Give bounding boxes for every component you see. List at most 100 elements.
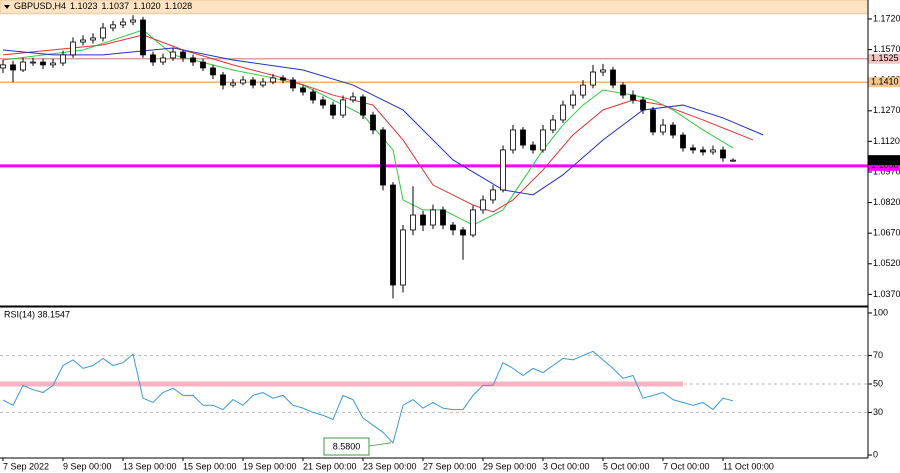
y-tick-label: 1.1570: [873, 44, 900, 54]
x-tick-label: 9 Sep 00:00: [63, 461, 112, 471]
candle-body: [390, 184, 396, 286]
candle-body: [240, 79, 246, 84]
moving-average: [2, 47, 764, 196]
annotation-box: [323, 437, 370, 456]
candle-body: [720, 149, 726, 159]
price-label-bg: [868, 155, 900, 166]
candle-body: [510, 129, 516, 151]
candle-body: [40, 61, 46, 66]
y-tick-label: 0: [873, 449, 878, 459]
annotation-leader: [368, 442, 392, 447]
candle-body: [490, 189, 496, 201]
candle-body: [640, 99, 646, 111]
ohlc-value: 1.1020: [133, 1, 161, 11]
candle-body: [370, 114, 376, 131]
candle-body: [620, 84, 626, 96]
candle-body: [470, 209, 476, 236]
y-tick-label: 1.0820: [873, 197, 900, 207]
candle-body: [90, 37, 96, 41]
price-label: 1.1028: [871, 155, 899, 165]
candle-body: [140, 19, 146, 56]
candle-body: [550, 119, 556, 131]
candle-body: [690, 147, 696, 151]
candle-body: [270, 77, 276, 83]
candle-body: [570, 94, 576, 106]
level-label-bg: [868, 77, 900, 88]
candle-body: [380, 129, 386, 186]
candle-body: [60, 54, 66, 64]
zone: [0, 0, 869, 15]
candle-body: [170, 51, 176, 59]
x-tick-label: 7 Sep 2022: [3, 461, 49, 471]
symbol: GBPUSD,H4: [14, 1, 66, 11]
candle-body: [400, 229, 406, 286]
x-tick-label: 11 Oct 00:00: [723, 461, 774, 471]
moving-average: [2, 34, 754, 213]
candle-body: [420, 214, 426, 226]
chart-header: GBPUSD,H4 1.1023 1.1037 1.1020 1.1028: [14, 1, 192, 11]
candle-body: [590, 71, 596, 86]
candle-body: [260, 81, 266, 86]
candle-body: [100, 27, 106, 39]
candle-body: [360, 96, 366, 116]
candle-body: [50, 62, 56, 66]
candle-body: [70, 41, 76, 56]
candle-body: [130, 19, 136, 23]
y-tick-label: 100: [873, 307, 888, 317]
candle-body: [540, 129, 546, 151]
y-tick-label: 50: [873, 378, 883, 388]
candle-body: [250, 79, 256, 86]
candle-body: [110, 24, 116, 29]
y-tick-label: 1.1720: [873, 13, 900, 23]
x-tick-label: 3 Oct 00:00: [543, 461, 590, 471]
candle-body: [210, 67, 216, 76]
y-tick-label: 1.0370: [873, 289, 900, 299]
candle-body: [630, 94, 636, 101]
candle-body: [280, 77, 286, 81]
menu-arrow: [4, 5, 10, 9]
candle-body: [660, 124, 666, 133]
level-label: 1.1525: [871, 53, 899, 63]
candle-body: [610, 69, 616, 86]
x-tick-label: 21 Sep 00:00: [303, 461, 357, 471]
candle-body: [650, 109, 656, 133]
level-label-bg: [868, 53, 900, 64]
candle-body: [350, 96, 356, 101]
candle-body: [600, 69, 606, 73]
x-tick-label: 27 Sep 00:00: [423, 461, 477, 471]
x-tick-label: 19 Sep 00:00: [243, 461, 297, 471]
x-tick-label: 15 Sep 00:00: [183, 461, 237, 471]
candle-body: [700, 149, 706, 153]
candle-body: [410, 214, 416, 231]
candle-body: [680, 134, 686, 149]
candle-body: [340, 99, 346, 116]
y-tick-label: 30: [873, 407, 883, 417]
y-tick-label: 70: [873, 350, 883, 360]
candle-body: [440, 209, 446, 226]
candle-body: [450, 224, 456, 231]
candle-body: [500, 149, 506, 191]
candle-body: [580, 84, 586, 96]
candle-body: [200, 61, 206, 69]
candle-body: [730, 159, 736, 162]
x-tick-label: 7 Oct 00:00: [663, 461, 710, 471]
y-tick-label: 1.1120: [873, 136, 900, 146]
candle-body: [80, 39, 86, 43]
candle-body: [530, 144, 536, 151]
x-tick-label: 29 Sep 00:00: [483, 461, 537, 471]
y-tick-label: 1.0970: [873, 166, 900, 176]
candle-body: [670, 124, 676, 136]
x-tick-label: 5 Oct 00:00: [603, 461, 650, 471]
rsi-title: RSI(14) 38.1547: [4, 309, 70, 319]
candle-body: [0, 64, 6, 69]
candle-body: [180, 51, 186, 59]
ohlc-value: 1.1037: [102, 1, 130, 11]
candle-body: [460, 229, 466, 236]
candle-body: [150, 54, 156, 63]
candle-body: [230, 82, 236, 86]
candle-body: [310, 91, 316, 101]
x-tick-label: 13 Sep 00:00: [123, 461, 177, 471]
moving-average: [2, 29, 734, 226]
candle-body: [520, 129, 526, 146]
